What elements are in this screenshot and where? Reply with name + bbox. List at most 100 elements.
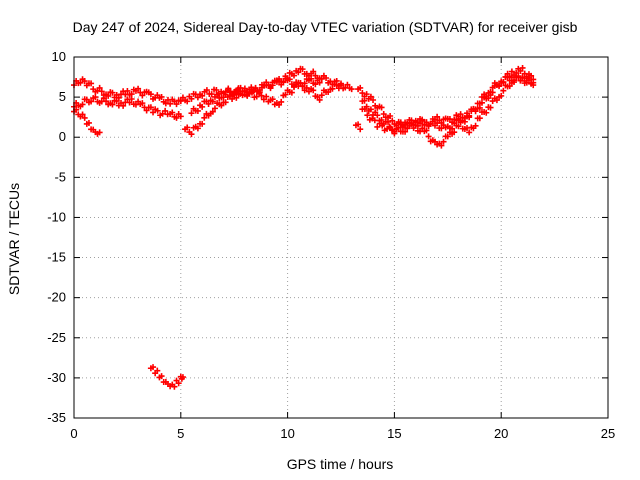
data-point: [96, 129, 103, 136]
data-point: [335, 85, 342, 92]
data-point: [222, 99, 229, 106]
data-point: [402, 128, 409, 135]
data-point: [280, 79, 287, 86]
data-point: [79, 111, 86, 118]
data-point: [387, 113, 394, 120]
data-point: [399, 122, 406, 129]
data-point: [455, 115, 462, 122]
data-point: [391, 130, 398, 137]
data-point: [500, 79, 507, 86]
data-point: [162, 107, 169, 114]
data-point: [179, 374, 186, 381]
data-point: [169, 109, 176, 116]
data-point: [109, 89, 116, 96]
data-point: [184, 98, 191, 105]
data-point: [530, 79, 537, 86]
data-point: [173, 114, 180, 121]
data-point: [96, 84, 103, 91]
data-point: [318, 92, 325, 99]
data-point: [438, 142, 445, 149]
data-point: [103, 98, 110, 105]
data-point: [175, 380, 182, 387]
y-tick-label: -25: [47, 330, 66, 345]
data-point: [410, 121, 417, 128]
data-point: [444, 133, 451, 140]
data-point: [363, 91, 370, 98]
data-point: [498, 92, 505, 99]
data-point: [487, 104, 494, 111]
data-point: [299, 66, 306, 73]
data-point: [457, 111, 464, 118]
data-point: [113, 98, 120, 105]
data-point: [173, 101, 180, 108]
data-point: [201, 114, 208, 121]
data-point: [344, 81, 351, 88]
data-point: [188, 110, 195, 117]
data-point: [171, 383, 178, 390]
axis-ticks: 0 5 10 15 20 25 -35 -30 -25 -20 -15 -10 -5 0 5 10: [47, 49, 615, 441]
data-point: [414, 119, 421, 126]
y-tick-label: 5: [59, 89, 66, 104]
data-point: [177, 113, 184, 120]
data-point: [126, 99, 133, 106]
series-track-b: [71, 94, 184, 121]
series-track-c: [71, 106, 103, 137]
x-tick-label: 0: [70, 426, 77, 441]
data-point: [404, 125, 411, 132]
x-tick-label: 25: [601, 426, 615, 441]
data-point: [77, 79, 84, 86]
data-point: [449, 125, 456, 132]
data-point: [120, 102, 127, 109]
data-point: [338, 82, 344, 89]
data-point: [466, 129, 473, 136]
data-point: [109, 101, 116, 108]
data-point: [258, 92, 265, 99]
data-point: [177, 98, 184, 105]
y-tick-label: -10: [47, 209, 66, 224]
data-point: [167, 100, 174, 107]
data-point: [124, 87, 131, 94]
data-point: [154, 367, 161, 374]
data-point: [361, 106, 368, 113]
data-point: [230, 91, 237, 98]
data-point: [135, 85, 142, 92]
data-point: [88, 98, 95, 105]
data-point: [511, 79, 518, 86]
data-point: [267, 83, 274, 90]
data-point: [355, 121, 362, 128]
data-point: [234, 86, 241, 93]
data-point: [244, 92, 251, 99]
data-point: [81, 114, 88, 121]
data-point: [194, 125, 201, 132]
data-point: [199, 120, 206, 127]
y-tick-label: 0: [59, 129, 66, 144]
data-point: [434, 120, 441, 127]
data-point: [483, 93, 490, 100]
data-point: [519, 64, 526, 71]
data-point: [380, 110, 387, 117]
data-point: [150, 364, 157, 371]
data-point: [194, 94, 201, 101]
data-point: [150, 109, 157, 116]
data-point: [457, 119, 464, 126]
data-point: [203, 87, 210, 94]
data-point: [483, 109, 490, 116]
data-point: [291, 72, 298, 79]
data-point: [455, 123, 462, 130]
data-point: [199, 103, 206, 110]
data-point: [241, 85, 248, 92]
y-tick-label: -5: [54, 169, 66, 184]
data-point: [429, 118, 436, 125]
data-point: [500, 87, 507, 94]
data-point: [348, 86, 355, 93]
data-point: [378, 116, 385, 123]
x-tick-label: 5: [177, 426, 184, 441]
y-tick-label: 10: [52, 49, 66, 64]
data-point: [519, 74, 526, 81]
data-point: [252, 85, 259, 92]
data-point: [506, 83, 513, 90]
data-point: [253, 93, 260, 100]
data-point: [438, 125, 445, 132]
data-point: [88, 80, 95, 87]
data-point: [318, 75, 325, 82]
